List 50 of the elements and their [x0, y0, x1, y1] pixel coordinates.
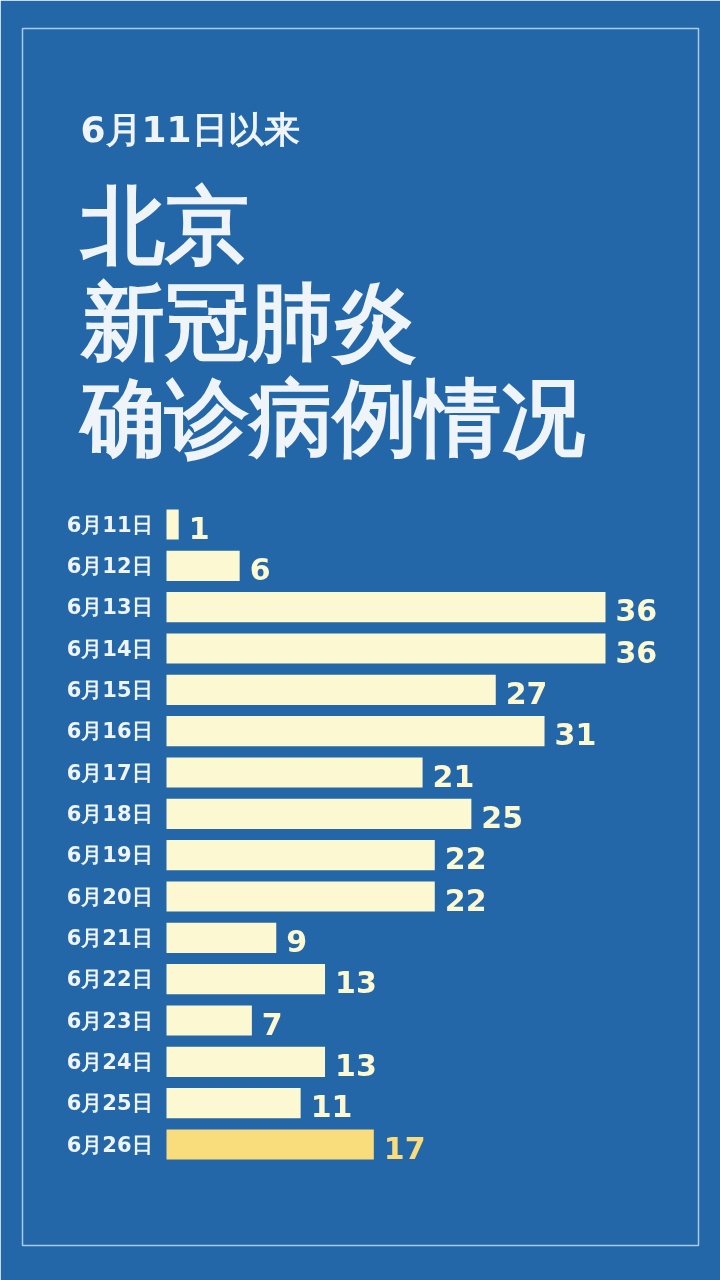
y-tick-label: 6月16日	[66, 719, 153, 744]
y-tick-label: 6月17日	[66, 760, 153, 785]
data-label: 6	[249, 551, 271, 587]
bar	[166, 922, 277, 953]
y-tick-label: 6月23日	[66, 1008, 153, 1033]
bar	[166, 1046, 326, 1077]
data-label: 22	[444, 882, 487, 918]
bar	[166, 881, 435, 912]
bar	[166, 798, 472, 829]
bar	[166, 550, 240, 581]
y-tick-label: 6月24日	[66, 1049, 153, 1074]
y-tick-label: 6月19日	[66, 843, 153, 868]
data-label: 11	[310, 1089, 353, 1125]
y-tick-label: 6月13日	[66, 595, 153, 620]
bar	[166, 716, 545, 747]
bar	[166, 1088, 301, 1119]
data-label: 13	[335, 1047, 377, 1083]
data-label: 25	[481, 799, 524, 835]
data-label: 9	[286, 923, 308, 959]
data-label: 36	[615, 593, 658, 629]
data-label: 36	[615, 634, 658, 670]
y-tick-label: 6月18日	[66, 801, 153, 826]
data-label: 22	[444, 841, 487, 877]
y-tick-label: 6月15日	[66, 677, 153, 702]
bar	[166, 1129, 374, 1160]
bar	[166, 840, 435, 871]
bar	[166, 674, 496, 705]
data-label: 13	[335, 965, 377, 1001]
y-tick-label: 6月26日	[66, 1132, 153, 1157]
chart-title: 北京新冠肺炎确诊病例情况	[77, 176, 585, 467]
bar	[166, 964, 326, 995]
data-label: 27	[505, 675, 548, 711]
y-tick-label: 6月21日	[66, 925, 153, 950]
y-tick-label: 6月22日	[66, 967, 153, 992]
bar	[166, 633, 606, 664]
data-label: 21	[432, 758, 475, 794]
y-tick-label: 6月12日	[66, 553, 153, 578]
data-label: 7	[261, 1006, 283, 1042]
data-label: 1	[188, 510, 210, 546]
y-tick-label: 6月20日	[66, 884, 153, 909]
y-tick-label: 6月25日	[66, 1091, 153, 1116]
bar	[166, 509, 179, 540]
y-tick-label: 6月14日	[66, 636, 153, 661]
bar	[166, 757, 423, 788]
data-label: 17	[383, 1130, 426, 1166]
bar	[166, 592, 606, 623]
bar	[166, 1005, 252, 1036]
chart-subtitle: 6月11日以来	[80, 109, 300, 150]
data-label: 31	[554, 717, 597, 753]
y-tick-label: 6月11日	[66, 512, 153, 537]
